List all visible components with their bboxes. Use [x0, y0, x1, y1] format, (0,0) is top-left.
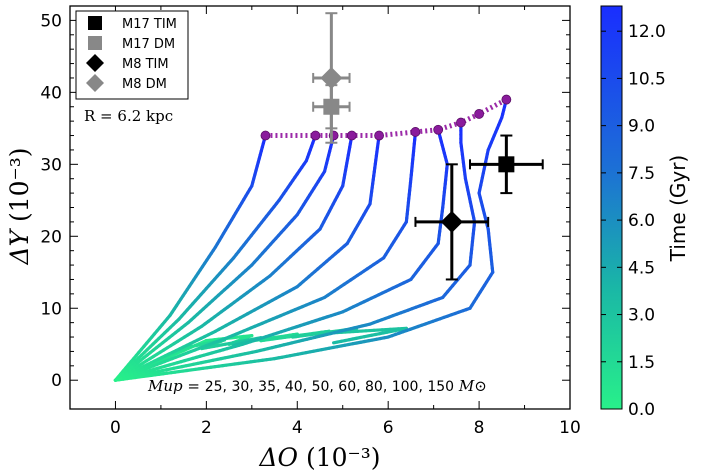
y-axis-label: ΔY (10⁻³)	[5, 147, 34, 265]
plot-area: 0 2 4 6 8 10 0 10 20 30 40 50	[40, 5, 581, 438]
legend-diamond-marker	[86, 74, 104, 92]
evolution-curves	[113, 97, 508, 382]
y-tick-label: 20	[40, 227, 62, 247]
endpoint-marker	[501, 94, 512, 105]
legend-entry-m17-tim: M17 TIM	[88, 16, 177, 32]
mup-annotation: Mup = 25, 30, 35, 40, 50, 60, 80, 100, 1…	[147, 377, 487, 395]
mup-values: 25, 30, 35, 40, 50, 60, 80, 100, 150	[205, 379, 454, 395]
x-tick-label: 2	[201, 418, 212, 438]
endpoint-marker	[374, 130, 384, 141]
colorbar-tick-label: 1.5	[628, 353, 655, 373]
colorbar-tick-label: 0.0	[628, 400, 655, 420]
legend-square-marker	[88, 16, 102, 30]
axis-ticks: 0 2 4 6 8 10 0 10 20 30 40 50	[40, 5, 581, 438]
endpoint-dotted-line	[265, 97, 508, 139]
legend-label: M8 DM	[122, 77, 167, 92]
endpoint-marker	[310, 130, 321, 141]
colorbar-tick-label: 12.0	[628, 22, 666, 42]
x-axis-label: ΔO (10⁻³)	[258, 443, 380, 472]
colorbar-tick-label: 10.5	[628, 69, 666, 89]
diamond-marker	[320, 66, 343, 89]
diamond-marker	[440, 210, 463, 233]
legend-entry-m8-tim: M8 TIM	[86, 54, 169, 72]
endpoint-marker	[346, 130, 357, 141]
y-tick-label: 30	[40, 155, 62, 175]
radius-annotation: R = 6.2 kpc	[84, 107, 173, 125]
legend-label: M17 TIM	[122, 17, 177, 32]
y-tick-label: 40	[40, 83, 62, 103]
obs-m8-dm	[312, 12, 351, 144]
legend-entry-m17-dm: M17 DM	[88, 36, 175, 52]
legend-label: M8 TIM	[122, 57, 169, 72]
legend: M17 TIM M17 DM M8 TIM M8 DM	[75, 10, 189, 100]
curve-segment	[332, 340, 340, 345]
colorbar-tick-label: 6.0	[628, 211, 655, 231]
endpoint-marker	[260, 130, 271, 141]
obs-m8-tim	[414, 163, 490, 281]
y-tick-label: 0	[51, 371, 62, 391]
colorbar-tick-label: 7.5	[628, 164, 655, 184]
observation-markers	[312, 12, 544, 281]
y-axis-symbol: ΔY	[5, 227, 34, 265]
x-axis-unit-spacer	[298, 443, 306, 472]
endpoint-connector	[265, 97, 508, 139]
endpoint-marker	[410, 127, 421, 137]
legend-entry-m8-dm: M8 DM	[86, 74, 167, 92]
endpoint-marker	[474, 109, 484, 119]
colorbar-tick-label: 9.0	[628, 117, 655, 137]
colorbar-label: Time (Gyr)	[666, 155, 690, 262]
legend-diamond-marker	[86, 54, 104, 72]
legend-square-marker	[88, 36, 102, 50]
x-tick-label: 8	[474, 418, 485, 438]
curve-Mup-30	[113, 133, 318, 382]
mup-unit: M⊙	[458, 377, 487, 395]
mup-prefix: Mup =	[147, 377, 205, 395]
square-marker	[498, 156, 515, 173]
obs-m17-tim	[469, 134, 544, 195]
x-axis-symbol: ΔO	[258, 443, 298, 472]
y-axis-unit-spacer	[5, 222, 34, 230]
colorbar-tick-label: 4.5	[628, 258, 655, 278]
endpoint-marker	[433, 124, 444, 135]
y-axis-unit: (10⁻³)	[5, 147, 34, 222]
x-axis-unit: (10⁻³)	[306, 443, 381, 472]
colorbar: 0.0 1.5 3.0 4.5 6.0 7.5 9.0 10.5 12.0 Time (Gyr)	[600, 5, 690, 420]
y-tick-label: 50	[40, 11, 62, 31]
y-tick-label: 10	[40, 299, 62, 319]
legend-label: M17 DM	[122, 37, 175, 52]
curve-Mup-150	[113, 97, 508, 382]
x-tick-label: 10	[559, 418, 581, 438]
colorbar-ticks: 0.0 1.5 3.0 4.5 6.0 7.5 9.0 10.5 12.0	[601, 22, 666, 420]
endpoint-marker	[456, 117, 466, 128]
colorbar-tick-label: 3.0	[628, 306, 655, 326]
x-tick-label: 4	[292, 418, 303, 438]
x-tick-label: 0	[110, 418, 121, 438]
colorbar-gradient	[600, 5, 623, 410]
curve-Mup-100	[113, 120, 477, 382]
x-tick-label: 6	[383, 418, 394, 438]
